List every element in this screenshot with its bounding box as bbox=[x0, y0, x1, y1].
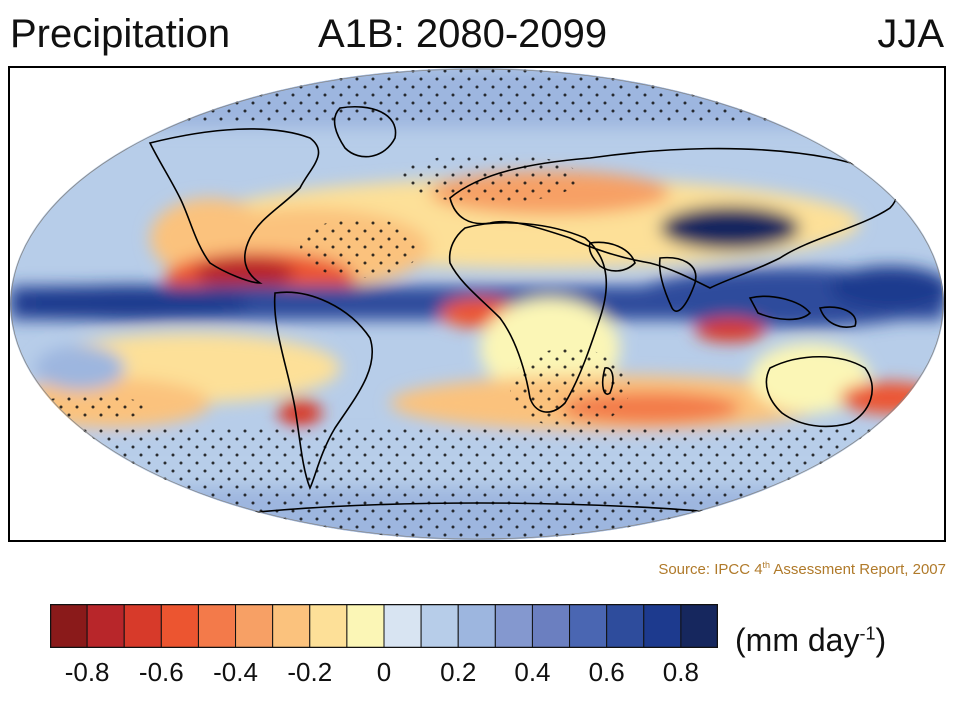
colorbar-swatch bbox=[272, 604, 311, 648]
colorbar-swatch bbox=[346, 604, 385, 648]
colorbar-tick-label: 0.6 bbox=[588, 657, 625, 687]
colorbar-swatch bbox=[680, 604, 718, 648]
colorbar-swatch bbox=[457, 604, 496, 648]
colorbar-swatch bbox=[643, 604, 682, 648]
colorbar-swatch bbox=[569, 604, 608, 648]
colorbar-swatch bbox=[160, 604, 199, 648]
colorbar-outline bbox=[50, 604, 718, 648]
source-superscript: th bbox=[762, 560, 771, 570]
colorbar-swatch bbox=[606, 604, 645, 648]
source-credit: Source: IPCC 4th Assessment Report, 2007 bbox=[658, 560, 946, 578]
colorbar-swatch bbox=[309, 604, 348, 648]
colorbar-swatch bbox=[235, 604, 274, 648]
colorbar-swatch bbox=[50, 604, 88, 648]
precipitation-change-map bbox=[10, 68, 944, 540]
colorbar-swatch bbox=[197, 604, 237, 648]
colorbar-swatch bbox=[383, 604, 422, 648]
colorbar-tick-label: 0 bbox=[376, 657, 392, 687]
colorbar-swatch bbox=[494, 604, 533, 648]
colorbar-tick-label: -0.4 bbox=[213, 657, 258, 687]
colorbar-swatch bbox=[86, 604, 125, 648]
units-prefix: (mm day bbox=[735, 622, 860, 658]
colorbar-tick-label: 0.8 bbox=[662, 657, 699, 687]
globe-outline bbox=[10, 68, 944, 540]
colorbar-tick-label: -0.6 bbox=[138, 657, 184, 687]
units-suffix: ) bbox=[875, 622, 887, 658]
colorbar-swatch bbox=[123, 604, 162, 648]
map-title-season: JJA bbox=[877, 12, 944, 56]
source-suffix: Assessment Report, 2007 bbox=[770, 561, 946, 578]
map-title-scenario: A1B: 2080-2099 bbox=[318, 12, 608, 56]
colorbar-units: (mm day-1) bbox=[735, 622, 886, 659]
map-title-variable: Precipitation bbox=[10, 12, 231, 56]
colorbar-swatch bbox=[531, 604, 571, 648]
colorbar-tick-label: -0.2 bbox=[287, 657, 333, 687]
map-frame bbox=[8, 66, 946, 542]
colorbar-swatch bbox=[420, 604, 459, 648]
source-prefix: Source: IPCC 4 bbox=[658, 561, 763, 578]
colorbar-tick-label: 0.2 bbox=[440, 657, 477, 687]
colorbar bbox=[50, 604, 718, 648]
colorbar-tick-label: -0.8 bbox=[64, 657, 110, 687]
units-exponent: -1 bbox=[859, 623, 876, 644]
colorbar-tick-label: 0.4 bbox=[514, 657, 551, 687]
